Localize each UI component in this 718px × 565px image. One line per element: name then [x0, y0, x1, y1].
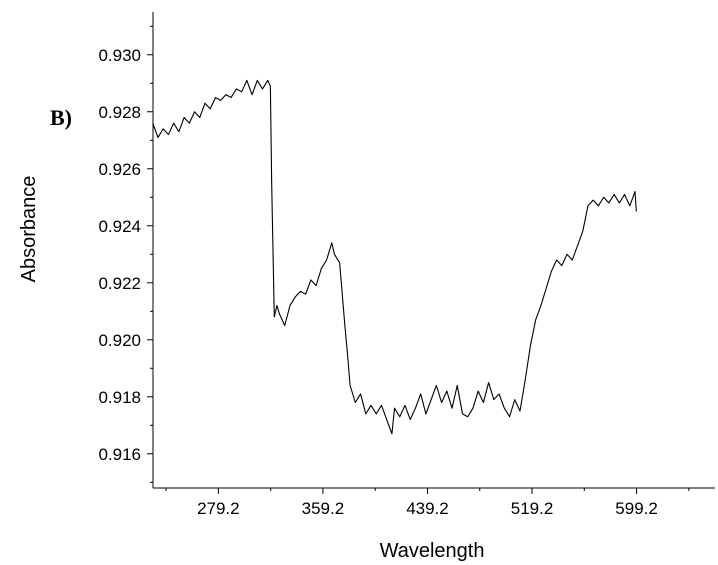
y-tick-label: 0.930: [98, 46, 141, 65]
y-tick-label: 0.916: [98, 445, 141, 464]
panel-label: B): [50, 105, 72, 130]
y-axis-title: Absorbance: [18, 176, 40, 283]
y-tick-label: 0.920: [98, 331, 141, 350]
y-tick-label: 0.924: [98, 217, 141, 236]
y-tick-label: 0.928: [98, 103, 141, 122]
ticks: [147, 25, 690, 494]
y-tick-label: 0.918: [98, 388, 141, 407]
x-axis-title: Wavelength: [380, 540, 485, 562]
tick-labels: 0.916 0.918 0.920 0.922 0.924 0.926 0.928 0.930…: [98, 46, 657, 518]
x-tick-label: 519.2: [511, 499, 554, 518]
x-tick-label: 359.2: [302, 499, 345, 518]
absorbance-line: [152, 79, 637, 435]
x-tick-label: 439.2: [406, 499, 449, 518]
axes: [152, 12, 715, 489]
x-tick-label: 599.2: [615, 499, 658, 518]
y-tick-label: 0.922: [98, 274, 141, 293]
x-tick-label: 279.2: [197, 499, 240, 518]
y-tick-label: 0.926: [98, 160, 141, 179]
